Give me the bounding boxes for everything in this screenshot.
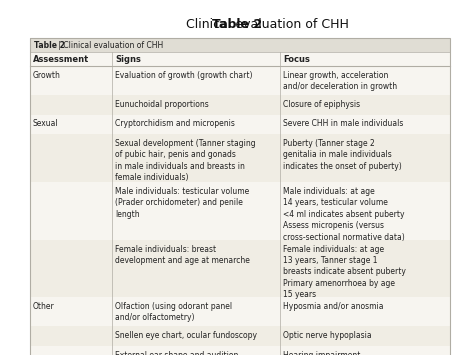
Text: Other: Other bbox=[33, 302, 55, 311]
Bar bbox=[30, 52, 450, 66]
Text: Snellen eye chart, ocular fundoscopy: Snellen eye chart, ocular fundoscopy bbox=[115, 331, 257, 340]
Bar bbox=[30, 297, 450, 326]
Bar bbox=[30, 95, 450, 115]
Text: Optic nerve hypoplasia: Optic nerve hypoplasia bbox=[283, 331, 372, 340]
Bar bbox=[30, 66, 450, 95]
Text: Sexual: Sexual bbox=[33, 120, 59, 129]
Bar bbox=[30, 182, 450, 240]
Text: Assessment: Assessment bbox=[33, 55, 89, 64]
Text: | Clinical evaluation of CHH: | Clinical evaluation of CHH bbox=[56, 40, 163, 49]
Text: External ear shape and audition: External ear shape and audition bbox=[115, 350, 238, 355]
Text: Hearing impairment: Hearing impairment bbox=[283, 350, 360, 355]
Text: Linear growth, acceleration
and/or deceleration in growth: Linear growth, acceleration and/or decel… bbox=[283, 71, 397, 92]
Text: Female individuals: at age
13 years, Tanner stage 1
breasts indicate absent pube: Female individuals: at age 13 years, Tan… bbox=[283, 245, 406, 299]
Bar bbox=[30, 345, 450, 355]
Text: Table 2: Table 2 bbox=[212, 18, 262, 31]
Bar bbox=[30, 134, 450, 182]
Text: Table 2: Table 2 bbox=[34, 40, 65, 49]
Bar bbox=[30, 115, 450, 134]
Text: Female individuals: breast
development and age at menarche: Female individuals: breast development a… bbox=[115, 245, 250, 265]
Text: Olfaction (using odorant panel
and/or olfactometry): Olfaction (using odorant panel and/or ol… bbox=[115, 302, 232, 322]
Text: Growth: Growth bbox=[33, 71, 61, 80]
Bar bbox=[30, 326, 450, 345]
Text: Signs: Signs bbox=[115, 55, 141, 64]
Text: Male individuals: testicular volume
(Prader orchidometer) and penile
length: Male individuals: testicular volume (Pra… bbox=[115, 187, 249, 219]
Text: Puberty (Tanner stage 2
genitalia in male individuals
indicates the onset of pub: Puberty (Tanner stage 2 genitalia in mal… bbox=[283, 139, 402, 171]
Text: Clinical evaluation of CHH: Clinical evaluation of CHH bbox=[182, 18, 348, 31]
Text: Male individuals: at age
14 years, testicular volume
<4 ml indicates absent pube: Male individuals: at age 14 years, testi… bbox=[283, 187, 405, 242]
Text: Cryptorchidism and micropenis: Cryptorchidism and micropenis bbox=[115, 120, 235, 129]
Bar bbox=[30, 38, 450, 355]
Text: Severe CHH in male individuals: Severe CHH in male individuals bbox=[283, 120, 403, 129]
Bar bbox=[30, 240, 450, 297]
Text: Hyposmia and/or anosmia: Hyposmia and/or anosmia bbox=[283, 302, 383, 311]
Text: Focus: Focus bbox=[283, 55, 310, 64]
Text: Evaluation of growth (growth chart): Evaluation of growth (growth chart) bbox=[115, 71, 253, 80]
Bar bbox=[30, 38, 450, 52]
Text: Sexual development (Tanner staging
of pubic hair, penis and gonads
in male indiv: Sexual development (Tanner staging of pu… bbox=[115, 139, 255, 182]
Text: Closure of epiphysis: Closure of epiphysis bbox=[283, 100, 360, 109]
Text: Eunuchoidal proportions: Eunuchoidal proportions bbox=[115, 100, 209, 109]
